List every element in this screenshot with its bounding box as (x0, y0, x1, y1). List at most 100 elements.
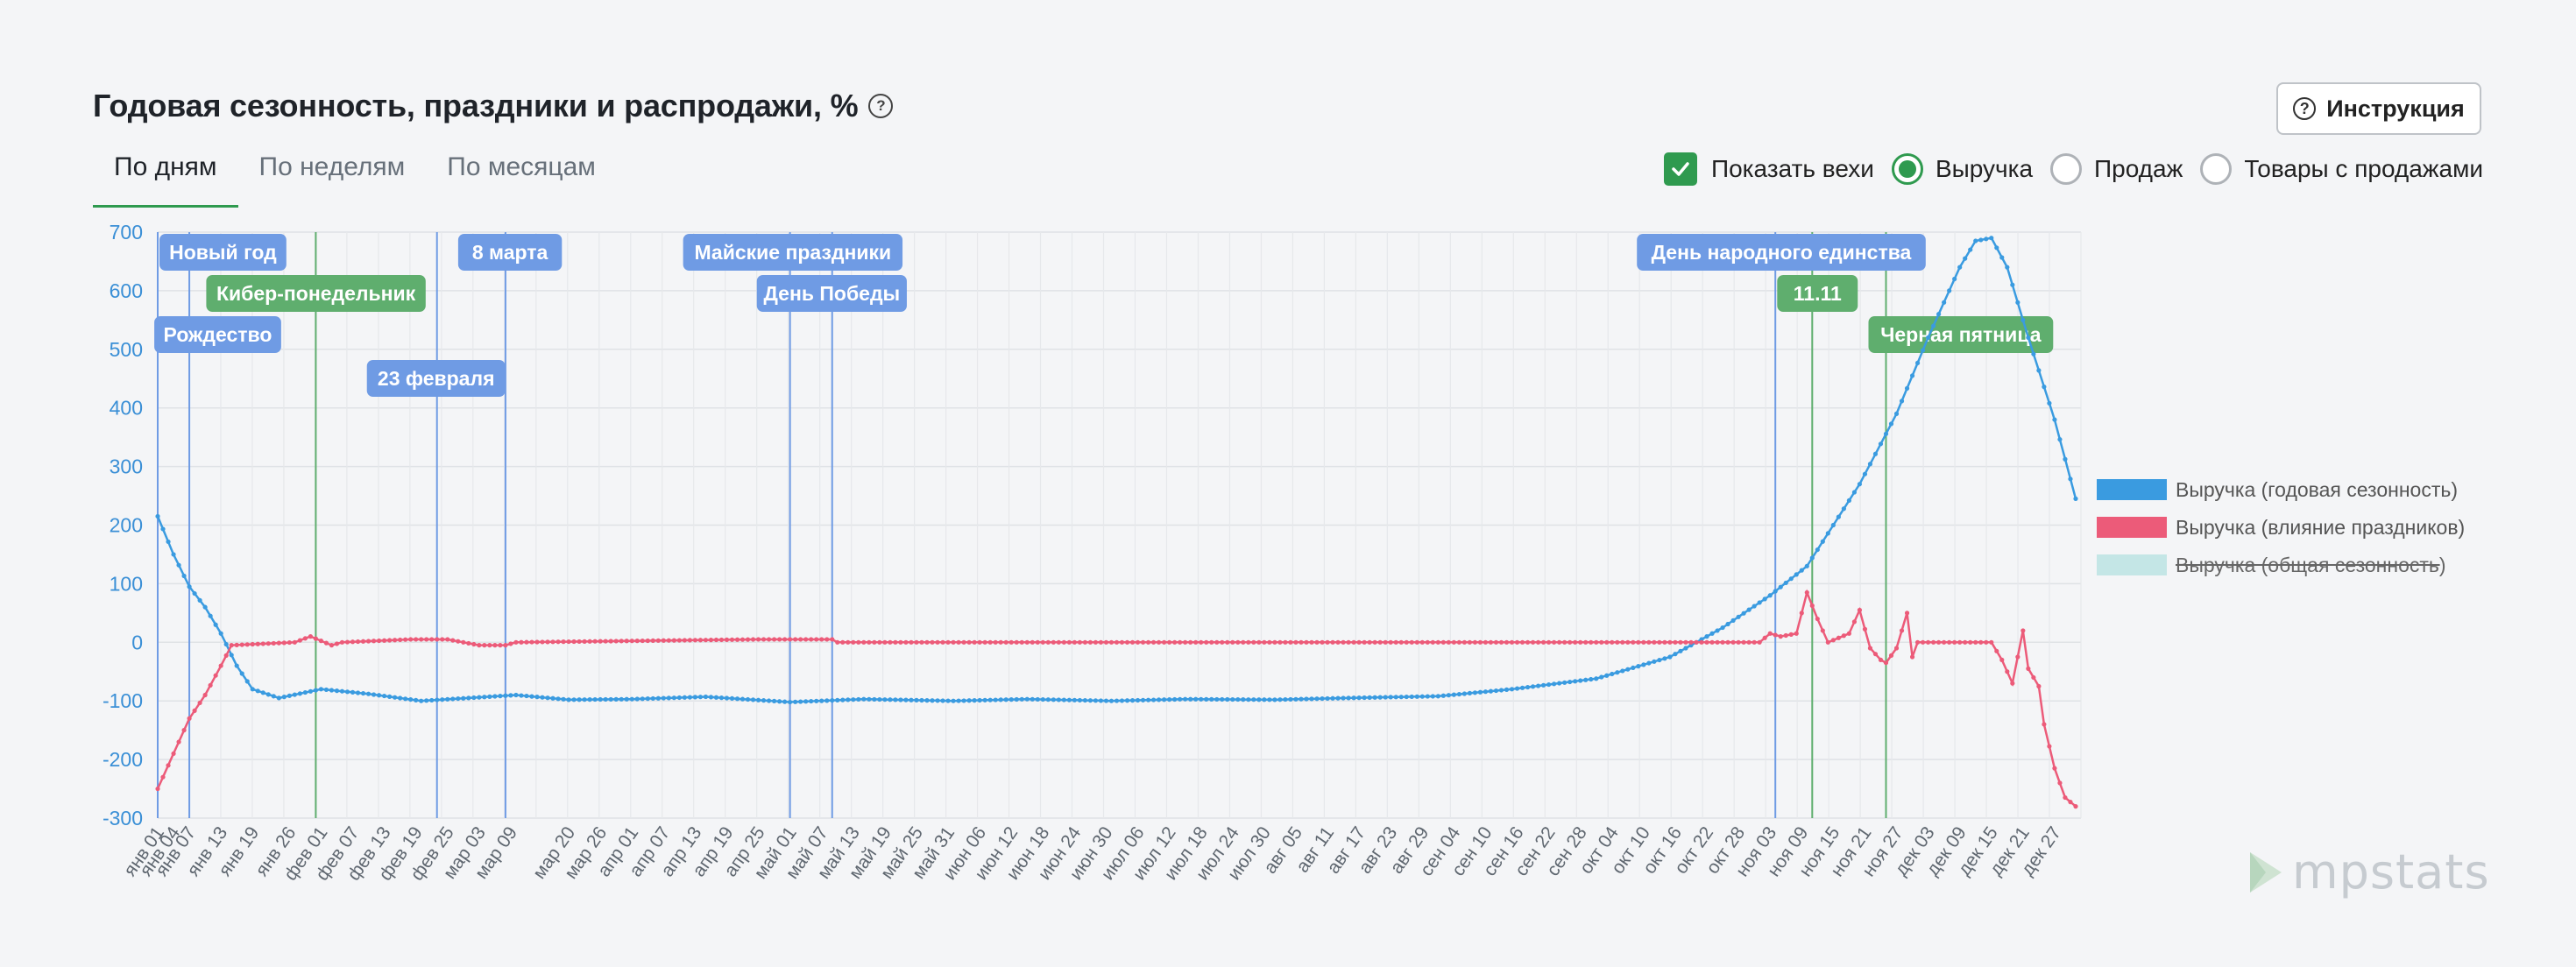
legend: Выручка (годовая сезонность) Выручка (вли… (2097, 478, 2465, 576)
data-point (798, 699, 803, 704)
series-0 (155, 236, 2078, 705)
data-point (835, 697, 840, 702)
radio-sales[interactable] (2050, 153, 2083, 185)
data-point (2068, 800, 2073, 805)
data-point (666, 638, 671, 643)
data-point (1757, 600, 1762, 605)
data-point (613, 639, 619, 644)
data-point (1604, 673, 1610, 678)
data-point (1893, 411, 1900, 416)
data-point (1398, 639, 1404, 645)
data-point (1535, 683, 1541, 688)
data-point (492, 694, 498, 699)
data-point (1862, 626, 1868, 632)
data-point (1984, 236, 1989, 242)
data-point (1467, 690, 1473, 696)
data-point (181, 728, 187, 733)
data-point (713, 637, 719, 643)
data-point (766, 698, 772, 703)
data-point (1467, 639, 1473, 645)
tab-by-weeks[interactable]: По неделям (258, 152, 406, 181)
data-point (1857, 482, 1863, 487)
y-tick-label: 300 (110, 455, 143, 478)
data-point (1573, 679, 1578, 684)
show-milestones-checkbox[interactable] (1663, 152, 1697, 186)
data-point (1262, 697, 1267, 702)
milestone-label-bg (1637, 234, 1926, 271)
chart-controls: Показать вехи Выручка Продаж Товары с пр… (1663, 152, 2483, 186)
data-point (424, 698, 429, 703)
data-point (1262, 639, 1267, 645)
data-point (1014, 696, 1019, 702)
data-point (1610, 639, 1615, 645)
data-point (371, 639, 377, 644)
legend-item[interactable]: Выручка (общая сезонность) (2097, 554, 2446, 576)
data-point (1641, 639, 1646, 645)
data-point (809, 698, 814, 704)
data-point (824, 698, 830, 703)
logo-text: mpstats (2292, 844, 2490, 900)
legend-swatch (2097, 554, 2167, 575)
legend-item[interactable]: Выручка (годовая сезонность) (2097, 478, 2458, 501)
data-point (1984, 639, 1989, 645)
data-point (1183, 696, 1188, 702)
data-point (640, 638, 645, 644)
data-point (302, 636, 308, 641)
data-point (1129, 639, 1136, 645)
data-point (1214, 696, 1220, 702)
data-point (1299, 696, 1304, 702)
data-point (1024, 639, 1030, 645)
data-point (629, 639, 634, 644)
data-point (329, 688, 335, 693)
tab-by-days[interactable]: По дням (93, 140, 238, 208)
data-point (466, 695, 471, 701)
data-point (1066, 639, 1072, 645)
data-point (1589, 676, 1594, 682)
data-point (930, 698, 935, 703)
data-point (334, 688, 340, 694)
data-point (1530, 639, 1536, 645)
data-point (1124, 639, 1130, 645)
data-point (1220, 696, 1225, 702)
data-point (1330, 639, 1335, 645)
data-point (1446, 693, 1451, 698)
data-point (666, 695, 671, 701)
data-point (1704, 639, 1709, 645)
data-point (1573, 639, 1578, 645)
data-point (1367, 695, 1372, 700)
tab-by-months[interactable]: По месяцам (447, 152, 596, 181)
data-point (634, 639, 640, 644)
mpstats-logo: mpstats (2245, 844, 2490, 900)
data-point (1783, 580, 1788, 586)
data-point (1461, 691, 1467, 696)
question-icon[interactable]: ? (868, 94, 894, 118)
data-point (697, 638, 704, 643)
data-point (435, 697, 440, 702)
data-point (287, 639, 292, 646)
data-point (424, 637, 429, 642)
data-point (344, 689, 350, 695)
data-point (1546, 681, 1552, 688)
milestone-label-bg (457, 234, 563, 271)
data-point (255, 688, 260, 694)
data-point (629, 696, 634, 702)
data-point (1815, 616, 1820, 622)
data-point (1019, 696, 1024, 702)
data-point (1035, 639, 1040, 645)
data-point (1351, 695, 1356, 701)
data-point (1678, 639, 1683, 645)
radio-products-with-sales[interactable] (2200, 153, 2233, 185)
grid (157, 231, 2082, 819)
data-point (893, 697, 898, 702)
data-point (244, 679, 250, 684)
y-tick-label: 400 (110, 397, 143, 420)
data-point (671, 638, 676, 643)
data-point (772, 637, 777, 642)
instruction-button[interactable]: ? Инструкция (2276, 82, 2481, 135)
data-point (1594, 639, 1599, 645)
data-point (619, 639, 624, 644)
data-point (571, 697, 577, 702)
legend-item[interactable]: Выручка (влияние праздников) (2097, 516, 2465, 539)
radio-revenue[interactable] (1891, 153, 1923, 185)
data-point (550, 639, 556, 645)
